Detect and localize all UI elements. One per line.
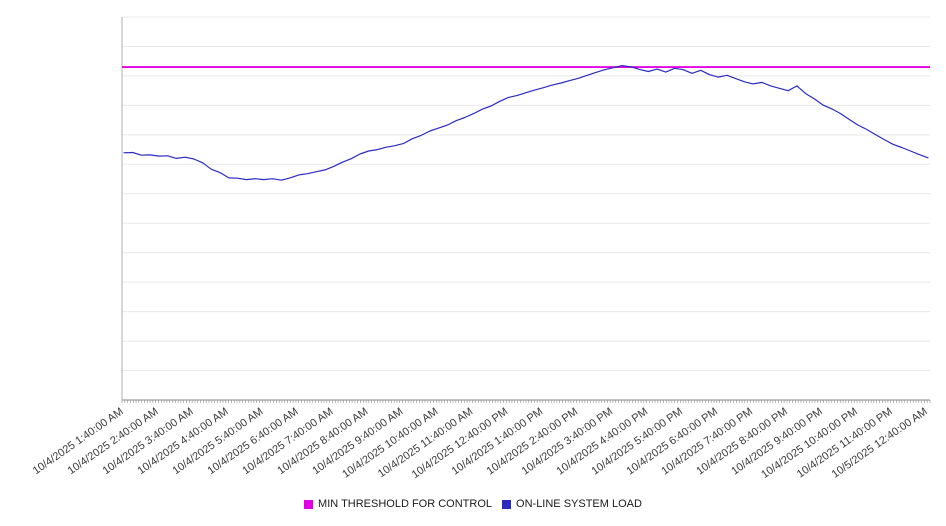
- legend-item-min-threshold: MIN THRESHOLD FOR CONTROL: [304, 498, 492, 510]
- legend-label-min-threshold: MIN THRESHOLD FOR CONTROL: [318, 498, 493, 510]
- load-series-line: [123, 64, 929, 181]
- legend-swatch-system-load: [502, 499, 512, 509]
- chart-legend: MIN THRESHOLD FOR CONTROL ON-LINE SYSTEM…: [0, 498, 946, 510]
- legend-item-system-load: ON-LINE SYSTEM LOAD: [502, 498, 642, 510]
- legend-label-system-load: ON-LINE SYSTEM LOAD: [516, 498, 642, 510]
- legend-swatch-min-threshold: [304, 499, 314, 509]
